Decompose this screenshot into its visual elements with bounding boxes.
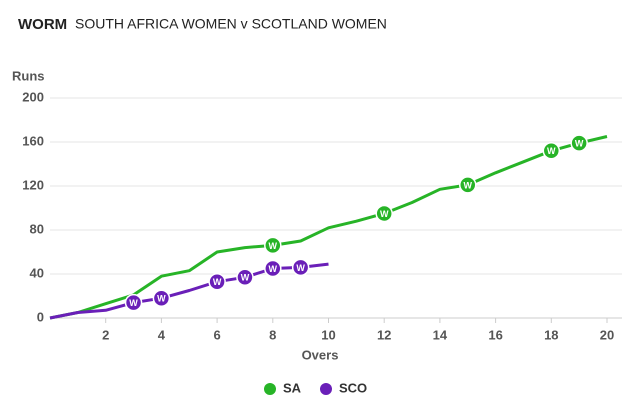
chart-title: WORM bbox=[18, 16, 67, 33]
y-tick-label: 120 bbox=[22, 177, 44, 192]
wicket-label: W bbox=[575, 138, 584, 148]
x-tick-label: 8 bbox=[269, 327, 276, 342]
x-tick-label: 18 bbox=[544, 327, 558, 342]
y-axis-label: Runs bbox=[12, 68, 45, 83]
wicket-label: W bbox=[464, 180, 473, 190]
legend-marker bbox=[320, 383, 332, 395]
wicket-marker bbox=[124, 293, 143, 312]
wicket-marker bbox=[375, 204, 393, 223]
wicket-marker bbox=[570, 134, 588, 152]
chart-subtitle: SOUTH AFRICA WOMEN v SCOTLAND WOMEN bbox=[75, 16, 387, 32]
wicket-marker bbox=[264, 259, 282, 278]
legend-label: SCO bbox=[339, 380, 367, 395]
wicket-label: W bbox=[269, 241, 278, 251]
y-tick-label: 200 bbox=[22, 89, 44, 104]
wicket-label: W bbox=[157, 294, 166, 304]
wicket-label: W bbox=[269, 264, 278, 274]
x-tick-label: 20 bbox=[600, 327, 614, 342]
y-tick-label: 160 bbox=[22, 133, 44, 148]
y-tick-label: 40 bbox=[30, 265, 44, 280]
x-tick-label: 2 bbox=[102, 327, 109, 342]
wicket-marker bbox=[264, 236, 282, 255]
wicket-label: W bbox=[547, 146, 556, 156]
x-tick-label: 14 bbox=[433, 327, 448, 342]
x-tick-label: 6 bbox=[213, 327, 220, 342]
wicket-label: W bbox=[241, 273, 250, 283]
wicket-marker bbox=[152, 289, 171, 307]
legend-marker bbox=[264, 383, 276, 395]
legend-label: SA bbox=[283, 380, 302, 395]
wicket-marker bbox=[542, 142, 561, 160]
x-tick-label: 12 bbox=[377, 327, 391, 342]
wicket-label: W bbox=[380, 209, 389, 219]
wicket-label: W bbox=[213, 277, 222, 287]
wicket-marker bbox=[291, 258, 310, 277]
series-line bbox=[49, 262, 329, 320]
x-tick-label: 10 bbox=[321, 327, 335, 342]
y-tick-label: 80 bbox=[30, 221, 44, 236]
wicket-label: W bbox=[129, 298, 138, 308]
x-tick-label: 4 bbox=[158, 327, 166, 342]
wicket-marker bbox=[208, 272, 226, 291]
x-tick-label: 16 bbox=[488, 327, 502, 342]
wicket-marker bbox=[459, 176, 477, 194]
series-line bbox=[49, 135, 608, 320]
y-tick-label: 0 bbox=[37, 309, 44, 324]
wicket-marker bbox=[236, 268, 254, 287]
wicket-label: W bbox=[296, 263, 305, 273]
x-axis-label: Overs bbox=[302, 347, 339, 362]
